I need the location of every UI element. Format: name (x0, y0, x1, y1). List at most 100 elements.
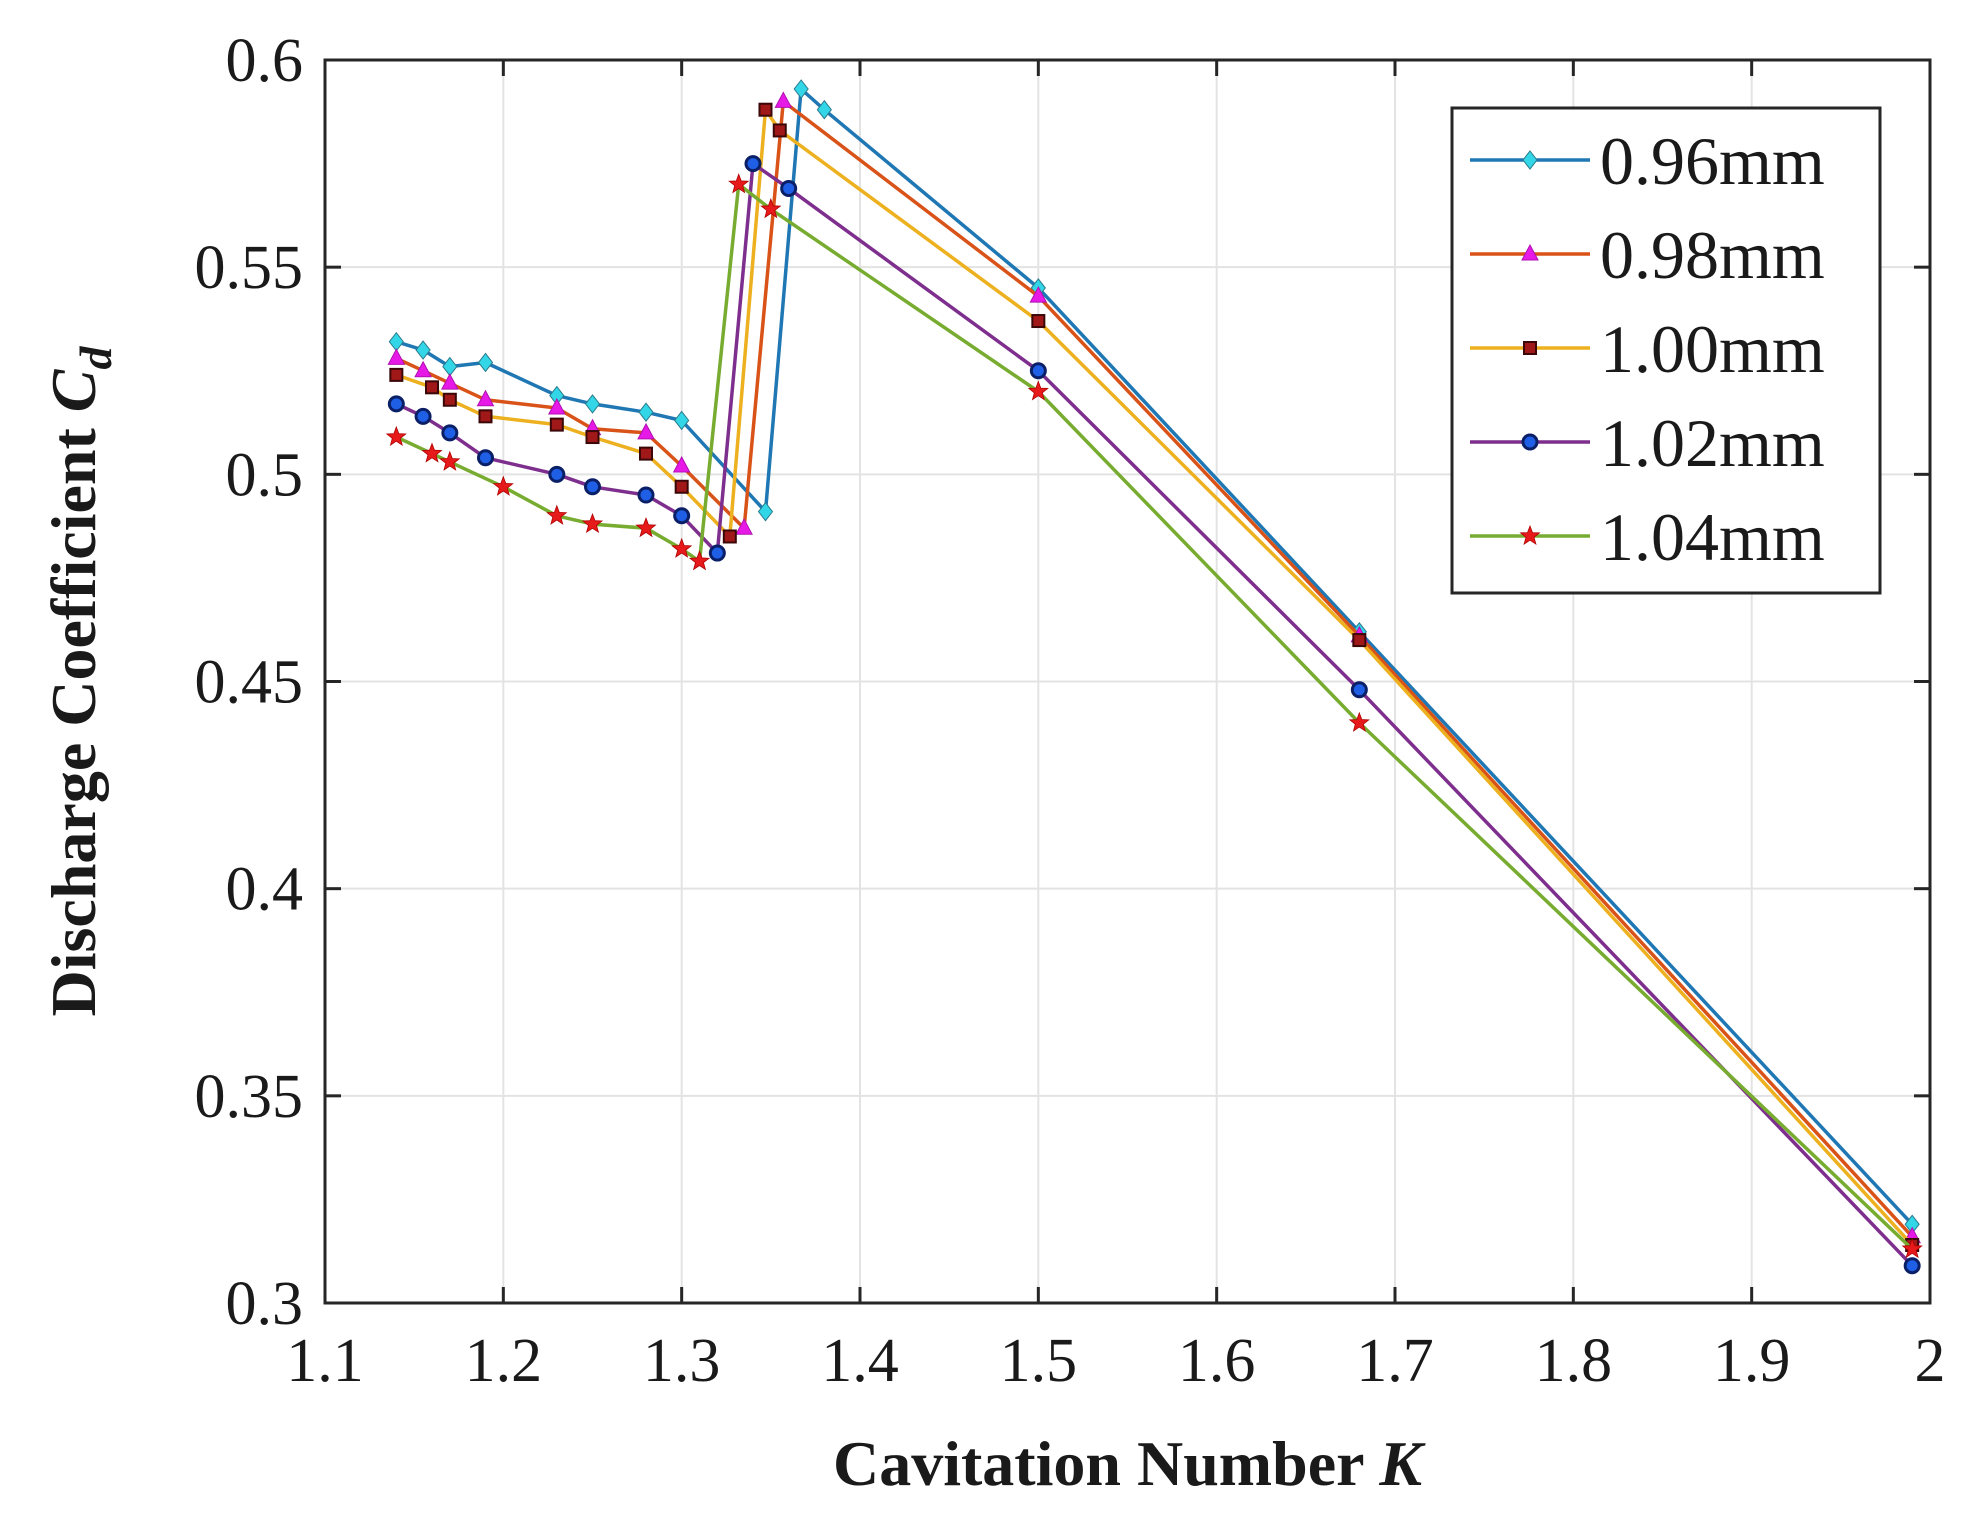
data-point (439, 450, 461, 471)
legend-label: 1.00mm (1600, 311, 1825, 387)
legend-marker (1519, 524, 1541, 546)
legend: 0.96mm 0.98mm 1.00mm 1.02mm 1.04mm (1450, 106, 1882, 595)
y-tick-label: 0.45 (195, 649, 304, 717)
data-point (441, 424, 459, 442)
data-point (389, 367, 404, 382)
data-point (728, 173, 750, 194)
series-1.02mm (387, 155, 1921, 1275)
y-axis-subscript: d (70, 346, 121, 370)
data-point (637, 422, 655, 440)
data-point (415, 340, 431, 360)
data-point (414, 407, 432, 425)
x-axis-title: Cavitation Number K (833, 1428, 1426, 1499)
x-tick-label: 1.5 (1000, 1327, 1078, 1395)
data-point (421, 442, 443, 463)
legend-marker (1522, 150, 1538, 170)
ticks: 1.1 1.2 1.3 1.4 1.5 1.6 1.7 1.8 1.9 2 0.3 0.35 0.4 0.… (195, 27, 1946, 1395)
data-point (688, 550, 711, 571)
data-point (757, 501, 774, 522)
data-point (584, 394, 601, 414)
series-layer (385, 79, 1923, 1275)
legend-entry: 1.00mm (1470, 311, 1825, 387)
data-point (637, 486, 655, 504)
legend-entry: 0.96mm (1470, 123, 1825, 199)
data-point (547, 397, 566, 415)
series-1.04mm (385, 173, 1923, 1259)
x-axis-symbol: K (1378, 1428, 1426, 1499)
x-tick-label: 1.2 (465, 1327, 543, 1395)
data-point (793, 79, 809, 99)
data-point (1348, 711, 1370, 732)
data-point (758, 102, 773, 117)
data-point (671, 537, 693, 558)
data-point (772, 123, 787, 138)
data-point (477, 449, 494, 467)
data-point (387, 348, 406, 365)
y-tick-label: 0.35 (195, 1063, 304, 1131)
legend-entry: 0.98mm (1470, 217, 1825, 293)
data-point (387, 395, 405, 413)
data-point (735, 518, 753, 535)
data-point (388, 331, 404, 352)
data-point (1029, 286, 1048, 303)
data-point (584, 478, 601, 496)
y-axis-symbol: C (38, 368, 109, 412)
legend-marker (1521, 243, 1539, 261)
y-tick-label: 0.4 (226, 856, 304, 924)
data-point (1027, 380, 1049, 401)
y-axis-title-text: Discharge Coefficient (38, 428, 109, 1017)
legend-label: 1.02mm (1600, 405, 1825, 481)
legend-entry: 1.02mm (1470, 405, 1825, 481)
series-line (395, 182, 1914, 1251)
data-point (442, 356, 458, 377)
data-point (425, 380, 439, 395)
data-point (492, 475, 514, 496)
data-point (816, 99, 832, 120)
legend-marker (1523, 341, 1537, 355)
data-point (744, 155, 762, 173)
x-tick-label: 1.3 (643, 1327, 721, 1395)
data-point (1031, 314, 1046, 329)
data-point (638, 402, 654, 422)
y-axis-title: Discharge Coefficient Cd (38, 346, 121, 1017)
data-point (780, 179, 798, 197)
data-point (673, 507, 691, 525)
data-point (1903, 1257, 1921, 1275)
legend-label: 0.96mm (1600, 123, 1825, 199)
data-point (722, 529, 737, 544)
legend-label: 1.04mm (1600, 499, 1825, 575)
legend-label: 0.98mm (1600, 217, 1825, 293)
x-tick-label: 1.7 (1356, 1327, 1434, 1395)
data-point (674, 410, 690, 431)
data-point (1350, 681, 1368, 699)
x-tick-label: 2 (1915, 1327, 1946, 1395)
data-point (1352, 633, 1367, 648)
data-point (774, 91, 793, 108)
x-tick-label: 1.8 (1535, 1327, 1613, 1395)
data-point (441, 373, 459, 390)
data-point (548, 465, 566, 483)
x-axis-title-text: Cavitation Number (833, 1428, 1364, 1499)
data-point (385, 425, 407, 447)
y-tick-label: 0.5 (226, 441, 304, 509)
data-point (708, 544, 726, 562)
data-point (1029, 362, 1047, 380)
data-point (760, 198, 782, 219)
data-point (635, 517, 657, 538)
data-point (477, 352, 494, 373)
x-tick-label: 1.4 (821, 1327, 899, 1395)
x-tick-label: 1.1 (286, 1327, 364, 1395)
x-tick-label: 1.6 (1178, 1327, 1256, 1395)
legend-entry: 1.04mm (1470, 499, 1825, 575)
data-point (546, 504, 568, 525)
series-0.98mm (387, 91, 1921, 1244)
data-point (1901, 1237, 1923, 1259)
y-tick-label: 0.3 (226, 1270, 304, 1338)
data-point (674, 479, 689, 494)
legend-marker (1521, 433, 1539, 451)
data-point (672, 455, 691, 473)
y-tick-label: 0.55 (195, 234, 304, 302)
x-tick-label: 1.9 (1713, 1327, 1791, 1395)
